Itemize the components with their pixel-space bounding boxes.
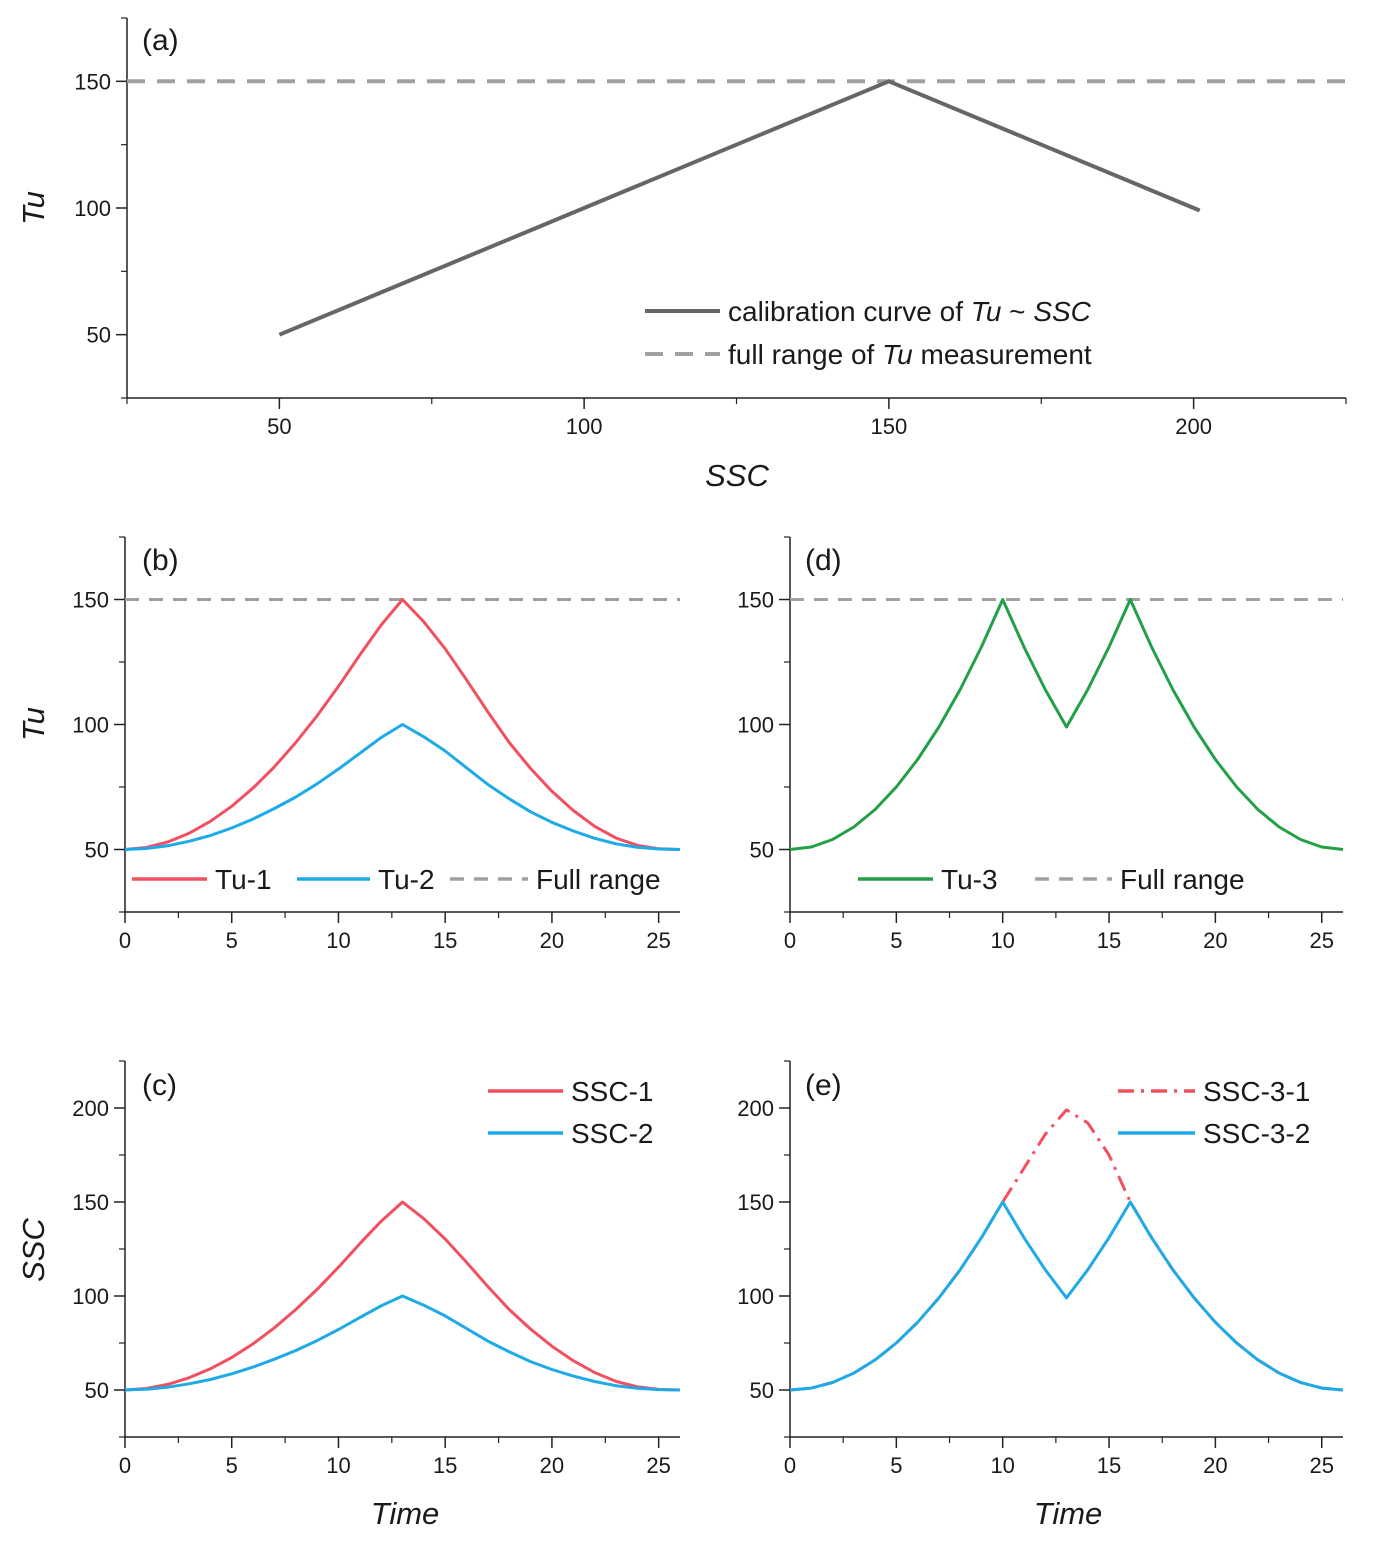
x-tick-label: 5 — [890, 928, 902, 953]
series-calibration-curve-of-tu-ssc — [278, 79, 1201, 337]
y-tick-label: 100 — [72, 713, 109, 738]
series-ssc-3-1 — [789, 1108, 1344, 1392]
y-tick-label: 50 — [87, 323, 111, 348]
series-line-ssc-2 — [124, 1294, 681, 1392]
legend-label-part: Tu — [882, 339, 913, 370]
series-line-tu-3 — [789, 598, 1344, 851]
y-tick-label: 150 — [72, 1190, 109, 1215]
legend: calibration curve of Tu ~ SSC full range … — [645, 296, 1092, 370]
y-tick-label: 50 — [85, 1378, 109, 1403]
x-tick-label: 25 — [1309, 1453, 1333, 1478]
legend-label-part: calibration curve of — [728, 296, 971, 327]
x-tick-label: 5 — [890, 1453, 902, 1478]
y-axis-title: Tu — [16, 191, 51, 225]
y-tick-label: 50 — [85, 838, 109, 863]
panel-b: 0 5 10 15 20 25 50 100 150 Tu (b) Tu-1 Tu-2 Full rang… — [16, 536, 681, 953]
x-tick-label: 200 — [1175, 414, 1212, 439]
x-axis-title: Time — [1034, 1496, 1103, 1531]
y-tick-label: 200 — [737, 1096, 774, 1121]
x-tick-label: 25 — [1309, 928, 1333, 953]
series-tu-3 — [789, 598, 1344, 851]
legend: SSC-1 SSC-2 — [488, 1076, 653, 1149]
y-tick-label: 50 — [750, 838, 774, 863]
x-tick-label: 20 — [1203, 928, 1227, 953]
series-line-tu-2 — [124, 723, 681, 851]
legend: SSC-3-1 SSC-3-2 — [1118, 1076, 1310, 1149]
legend-label-part: SSC — [1033, 296, 1091, 327]
y-tick-label: 100 — [737, 1284, 774, 1309]
y-tick-label: 150 — [737, 588, 774, 613]
x-tick-label: 25 — [646, 1453, 670, 1478]
y-tick-label: 150 — [737, 1190, 774, 1215]
legend-label: full range of Tu measurement — [728, 339, 1092, 370]
x-tick-label: 5 — [226, 928, 238, 953]
series-line-ssc-3-2 — [789, 1200, 1344, 1392]
x-tick-label: 10 — [990, 928, 1014, 953]
panel-a: 50 100 150 200 50 100 150 Tu SSC (a) calibration c… — [16, 17, 1347, 493]
panel-label: (a) — [142, 24, 179, 57]
x-tick-label: 0 — [784, 1453, 796, 1478]
legend-label: Tu-3 — [941, 864, 998, 895]
legend-label: SSC-3-2 — [1203, 1118, 1310, 1149]
y-tick-label: 50 — [750, 1378, 774, 1403]
panel-label: (c) — [142, 1069, 177, 1102]
y-axis-title: Tu — [16, 707, 51, 741]
x-tick-label: 5 — [226, 1453, 238, 1478]
legend: Tu-1 Tu-2 Full range — [132, 864, 661, 895]
legend-label: calibration curve of Tu ~ SSC — [728, 296, 1092, 327]
y-axis-title: SSC — [16, 1218, 51, 1282]
legend-label-part: ~ — [1001, 296, 1033, 327]
y-tick-label: 150 — [74, 69, 111, 94]
series-tu-2 — [124, 723, 681, 851]
x-tick-label: 15 — [1097, 928, 1121, 953]
legend: Tu-3 Full range — [858, 864, 1245, 895]
x-tick-label: 0 — [119, 1453, 131, 1478]
panel-d: 0 5 10 15 20 25 50 100 150 (d) Tu-3 Full range — [737, 536, 1344, 953]
x-tick-label: 100 — [566, 414, 603, 439]
x-axis-title: Time — [371, 1496, 440, 1531]
y-tick-label: 100 — [737, 713, 774, 738]
series-ssc-2 — [124, 1294, 681, 1392]
x-tick-label: 20 — [1203, 1453, 1227, 1478]
legend-label-part: Tu — [971, 296, 1002, 327]
x-tick-label: 20 — [540, 928, 564, 953]
panel-label: (d) — [805, 544, 842, 577]
legend-label: Full range — [536, 864, 661, 895]
panel-label: (b) — [142, 544, 179, 577]
x-tick-label: 0 — [784, 928, 796, 953]
legend-label: Full range — [1120, 864, 1245, 895]
series-ssc-3-2 — [789, 1200, 1344, 1392]
legend-label: Tu-1 — [215, 864, 272, 895]
panel-label: (e) — [805, 1069, 842, 1102]
x-tick-label: 0 — [119, 928, 131, 953]
legend-label: SSC-3-1 — [1203, 1076, 1310, 1107]
legend-label: SSC-2 — [571, 1118, 653, 1149]
x-tick-label: 10 — [990, 1453, 1014, 1478]
x-tick-label: 150 — [871, 414, 908, 439]
y-tick-label: 150 — [72, 588, 109, 613]
legend-label: Tu-2 — [378, 864, 435, 895]
y-tick-label: 100 — [72, 1284, 109, 1309]
x-tick-label: 15 — [433, 1453, 457, 1478]
y-tick-label: 200 — [72, 1096, 109, 1121]
x-tick-label: 50 — [267, 414, 291, 439]
legend-label: SSC-1 — [571, 1076, 653, 1107]
x-tick-label: 25 — [646, 928, 670, 953]
x-tick-label: 15 — [1097, 1453, 1121, 1478]
x-tick-label: 15 — [433, 928, 457, 953]
x-axis-title: SSC — [705, 458, 769, 493]
legend-label-part: measurement — [913, 339, 1092, 370]
y-tick-label: 100 — [74, 196, 111, 221]
legend-label-part: full range of — [728, 339, 882, 370]
x-tick-label: 20 — [540, 1453, 564, 1478]
x-tick-label: 10 — [326, 928, 350, 953]
series-line-ssc-3-1 — [789, 1108, 1344, 1392]
series-ssc-1 — [124, 1200, 681, 1392]
x-tick-label: 10 — [326, 1453, 350, 1478]
